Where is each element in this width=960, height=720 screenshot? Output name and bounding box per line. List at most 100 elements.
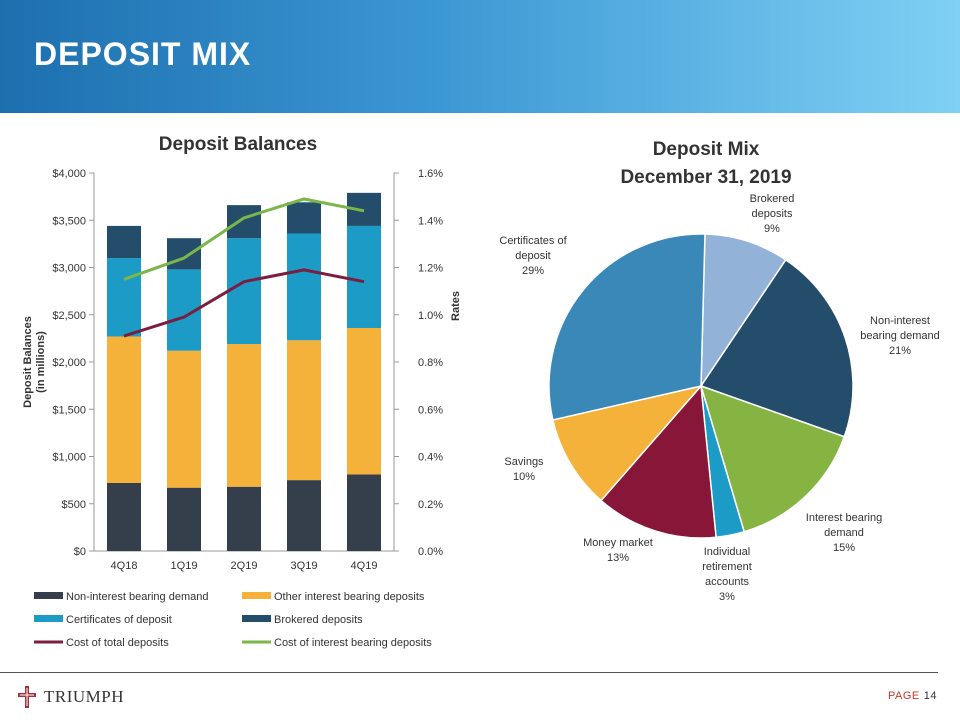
bar-segment <box>167 238 201 270</box>
y2-tick-label: 0.4% <box>418 452 443 464</box>
bar-segment <box>167 487 201 551</box>
y2-tick-label: 0.2% <box>418 499 443 511</box>
bar-chart-legend: Non-interest bearing demand Other interes… <box>34 591 432 649</box>
deposit-mix-chart: Deposit Mix December 31, 2019 Brokered de… <box>499 139 939 603</box>
x-tick-label: 4Q19 <box>351 560 378 572</box>
legend-swatch <box>242 615 271 622</box>
page-number-value: 14 <box>923 690 938 702</box>
pie-slice <box>699 384 846 533</box>
pie-slice-label: Brokered deposits 9% <box>750 193 795 235</box>
legend-swatch <box>34 615 63 622</box>
bar-segment <box>107 336 141 483</box>
y2-tick-label: 1.2% <box>418 263 443 275</box>
bar-segment <box>107 225 141 259</box>
pie-slice <box>600 384 717 539</box>
header-banner: DEPOSIT MIX <box>0 0 960 113</box>
y-tick-label: $3,500 <box>52 215 86 227</box>
pie-label-line: 29% <box>522 265 544 277</box>
bar-segment <box>287 340 321 481</box>
bar-segment <box>227 344 261 487</box>
pie-chart-title: Deposit Mix <box>653 139 760 160</box>
y2-tick-label: 1.4% <box>418 215 443 227</box>
legend-label: Cost of total deposits <box>66 637 169 649</box>
legend-label: Certificates of deposit <box>66 614 172 626</box>
pie-label-line: demand <box>824 527 864 539</box>
pie-slice <box>700 233 787 389</box>
pie-plot-area: Brokered deposits 9% Non-interest bearing de… <box>499 193 939 603</box>
pie-label-line: deposit <box>515 250 550 262</box>
y2-tick-label: 0.0% <box>418 546 443 558</box>
bar-segment <box>287 202 321 234</box>
pie-slice-label: Money market 13% <box>583 537 653 564</box>
triumph-cross-icon <box>18 686 36 708</box>
y2-axis-title: Rates <box>450 291 462 321</box>
pie-label-line: Interest bearing <box>806 512 882 524</box>
y-tick-label: $3,000 <box>52 263 86 275</box>
bar-segment <box>107 258 141 337</box>
x-tick-label: 4Q18 <box>111 560 138 572</box>
pie-slice <box>551 384 704 502</box>
legend-label: Other interest bearing deposits <box>274 591 425 603</box>
bar-plot-area: $0 $500 $1,000 $1,500 $2,000 $2,500 $3,000 $3,5… <box>22 168 462 572</box>
pie-label-line: Brokered <box>750 193 795 205</box>
y-tick-label: $500 <box>62 499 86 511</box>
pie-slice <box>699 258 854 438</box>
pie-label-line: 3% <box>719 591 735 603</box>
bar-segment <box>347 474 381 551</box>
y2-tick-label: 1.0% <box>418 310 443 322</box>
pie-label-line: Individual <box>704 546 750 558</box>
pie-slice-label: Individual retirement accounts 3% <box>702 546 752 603</box>
page-title: DEPOSIT MIX <box>34 36 252 72</box>
legend-swatch <box>242 592 271 599</box>
bar-segment <box>107 482 141 551</box>
pie-label-line: 10% <box>513 471 535 483</box>
bar-segment <box>287 480 321 551</box>
bar-segment <box>227 205 261 239</box>
bar-segment <box>347 327 381 475</box>
bar-segment <box>227 238 261 345</box>
x-tick-label: 3Q19 <box>291 560 318 572</box>
pie-label-line: 21% <box>889 345 911 357</box>
pie-label-line: deposits <box>752 208 793 220</box>
pie-slice-label: Interest bearing demand 15% <box>806 512 882 554</box>
pie-slice <box>548 233 706 421</box>
y2-tick-label: 0.8% <box>418 357 443 369</box>
y-axis-title: Deposit Balances(in millions) <box>22 316 47 408</box>
logo-text: TRIUMPH <box>44 687 125 706</box>
pie-slice-label: Savings 10% <box>504 456 544 483</box>
bar-segment <box>287 233 321 341</box>
x-tick-label: 1Q19 <box>171 560 198 572</box>
page-number: PAGE 14 <box>888 690 937 702</box>
y2-tick-label: 0.6% <box>418 404 443 416</box>
pie-label-line: retirement <box>702 561 752 573</box>
bar-chart-title: Deposit Balances <box>159 134 317 155</box>
legend-label: Brokered deposits <box>274 614 363 626</box>
y-tick-label: $1,500 <box>52 404 86 416</box>
y-tick-label: $2,500 <box>52 310 86 322</box>
y-axis-title-line: (in millions) <box>35 331 47 393</box>
pie-label-line: 15% <box>833 542 855 554</box>
y2-tick-label: 1.6% <box>418 168 443 180</box>
series-line <box>123 197 365 281</box>
pie-label-line: 13% <box>607 552 629 564</box>
pie-label-line: bearing demand <box>860 330 940 342</box>
y-tick-label: $0 <box>74 546 86 558</box>
triumph-logo: TRIUMPH <box>14 684 124 710</box>
y-axis-title-line: Deposit Balances <box>22 316 34 408</box>
pie-label-line: accounts <box>705 576 750 588</box>
legend-swatch <box>34 592 63 599</box>
bar-segment <box>227 486 261 551</box>
footer-divider <box>0 672 938 673</box>
pie-chart-subtitle: December 31, 2019 <box>620 167 791 188</box>
page-label: PAGE <box>888 690 920 702</box>
pie-label-line: Savings <box>504 456 544 468</box>
legend-label: Cost of interest bearing deposits <box>274 637 432 649</box>
pie-slice-label: Non-interest bearing demand 21% <box>860 315 940 357</box>
pie-label-line: Non-interest <box>870 315 930 327</box>
x-tick-label: 2Q19 <box>231 560 258 572</box>
y-tick-label: $4,000 <box>52 168 86 180</box>
series-line <box>123 268 365 338</box>
pie-label-line: 9% <box>764 223 780 235</box>
pie-label-line: Certificates of <box>499 235 567 247</box>
pie-label-line: Money market <box>583 537 653 549</box>
